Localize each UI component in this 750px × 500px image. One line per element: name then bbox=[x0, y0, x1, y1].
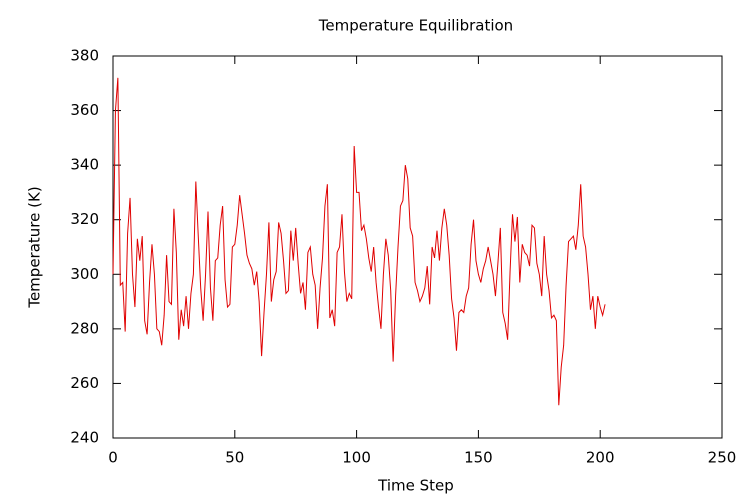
x-tick-label: 250 bbox=[708, 449, 737, 467]
x-tick-label: 150 bbox=[464, 449, 493, 467]
x-tick-label: 100 bbox=[342, 449, 371, 467]
y-tick-label: 340 bbox=[70, 156, 99, 174]
plot-frame bbox=[112, 55, 723, 439]
x-tick-label: 200 bbox=[586, 449, 615, 467]
y-axis-label: Temperature (K) bbox=[26, 186, 44, 308]
y-tick-label: 280 bbox=[70, 319, 99, 337]
y-tick-label: 320 bbox=[70, 210, 99, 228]
y-tick-label: 380 bbox=[70, 47, 99, 65]
x-tick-label: 50 bbox=[225, 449, 244, 467]
y-tick-label: 360 bbox=[70, 101, 99, 119]
chart-title: Temperature Equilibration bbox=[318, 17, 513, 35]
x-tick-label: 0 bbox=[108, 449, 118, 467]
data-line bbox=[112, 77, 606, 406]
y-tick-label: 260 bbox=[70, 374, 99, 392]
x-axis-label: Time Step bbox=[377, 477, 454, 495]
y-tick-label: 300 bbox=[70, 265, 99, 283]
y-tick-label: 240 bbox=[70, 429, 99, 447]
